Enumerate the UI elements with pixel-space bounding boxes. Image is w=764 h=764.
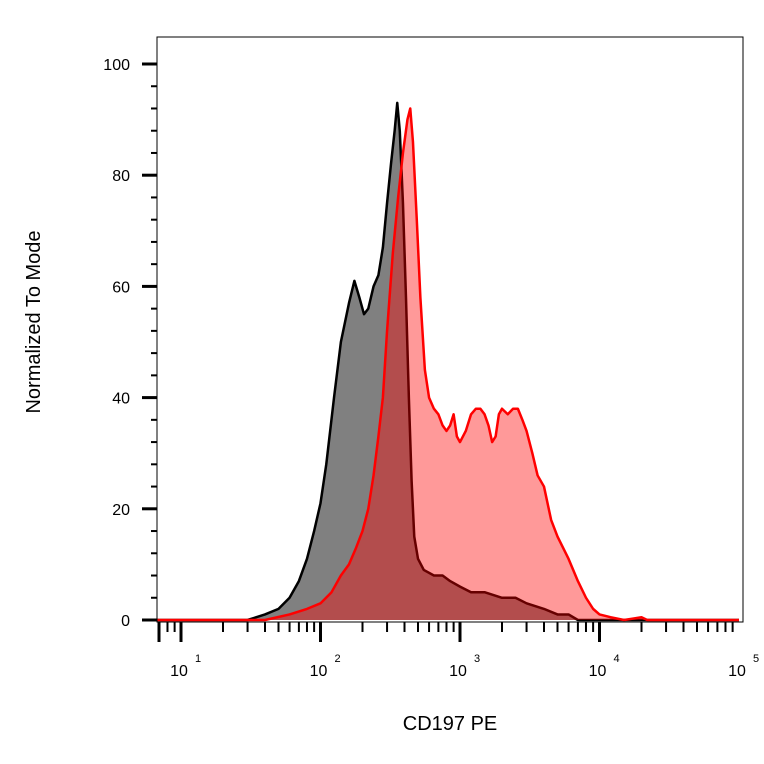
y-axis-title: Normalized To Mode xyxy=(23,230,45,413)
x-tick-exponent: 5 xyxy=(753,653,759,665)
x-tick-exponent: 2 xyxy=(335,653,341,665)
x-tick-exponent: 3 xyxy=(474,653,480,665)
x-tick-exponent: 4 xyxy=(614,653,620,665)
y-tick-label: 100 xyxy=(103,57,130,74)
x-tick-label: 10 xyxy=(589,663,607,680)
x-tick-label: 10 xyxy=(170,663,188,680)
plot-frame xyxy=(156,36,744,623)
y-tick-label: 60 xyxy=(112,279,130,296)
y-tick-label: 80 xyxy=(112,168,130,185)
axes-layer: 0 20 40 60 80 100 10 1 10 2 10 3 10 4 10 5 xyxy=(103,57,759,680)
x-tick-label: 10 xyxy=(310,663,328,680)
x-tick-exponent: 1 xyxy=(195,653,201,665)
y-tick-label: 20 xyxy=(112,502,130,519)
x-tick-label: 10 xyxy=(728,663,746,680)
y-tick-label: 40 xyxy=(112,391,130,408)
series-1-line xyxy=(157,107,739,622)
x-axis-title: CD197 PE xyxy=(403,713,498,735)
series-0-line xyxy=(157,101,739,622)
x-tick-label: 10 xyxy=(449,663,467,680)
series-1-area xyxy=(157,108,739,620)
y-tick-label: 0 xyxy=(121,613,130,630)
series-layer xyxy=(157,101,739,622)
